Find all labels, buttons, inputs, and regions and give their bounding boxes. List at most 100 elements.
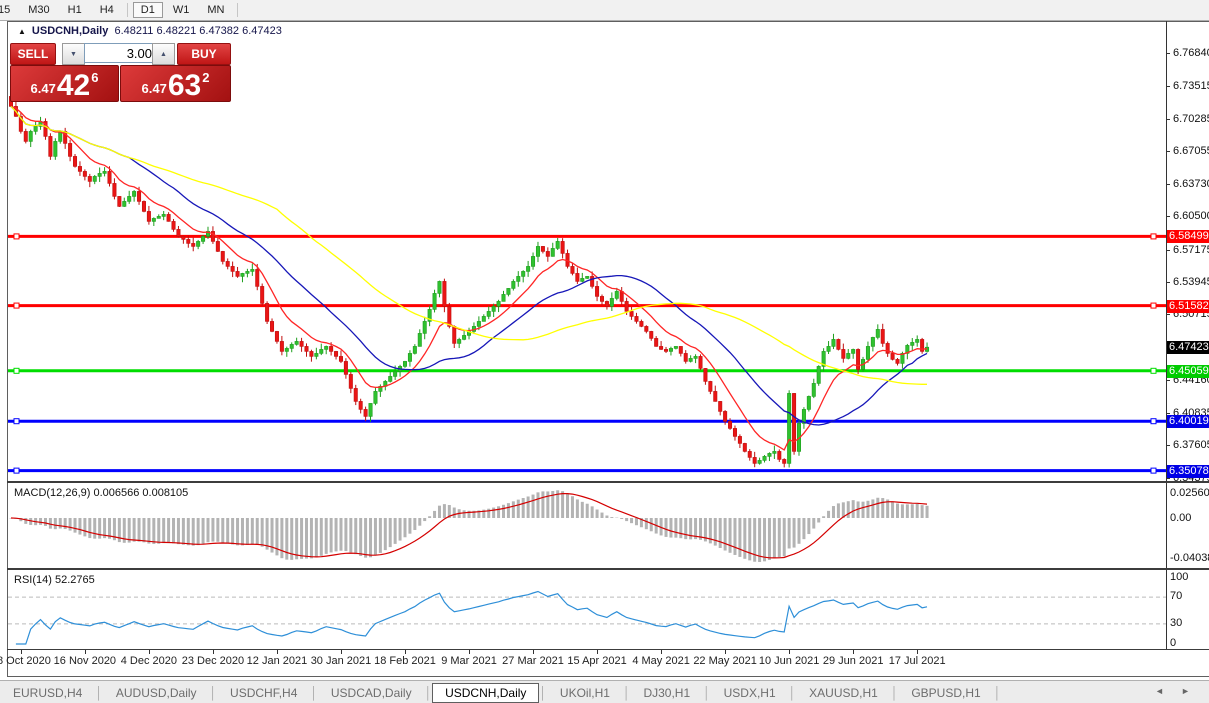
price-tick-mark bbox=[1166, 216, 1170, 218]
price-tick-mark bbox=[1166, 86, 1170, 88]
sell-button[interactable]: SELL bbox=[10, 43, 56, 65]
date-tick-label: 23 Dec 2020 bbox=[181, 655, 245, 667]
date-tick-label: 9 Mar 2021 bbox=[441, 655, 497, 667]
line-handle[interactable] bbox=[1150, 233, 1157, 240]
chart-window-border-left bbox=[7, 21, 8, 677]
price-tick-mark bbox=[1166, 249, 1170, 251]
ma-mid-line bbox=[10, 105, 928, 426]
collapse-panel-arrow-icon[interactable]: ▲ bbox=[18, 27, 26, 36]
macd-label: MACD(12,26,9) 0.006566 0.008105 bbox=[14, 487, 189, 499]
tab-separator: │ bbox=[539, 685, 547, 700]
timeframe-button-mn[interactable]: MN bbox=[207, 4, 225, 16]
symbol-tab-audusd[interactable]: AUDUSD,Daily bbox=[115, 685, 197, 700]
rsi-axis-label: 0 bbox=[1170, 637, 1177, 649]
symbol-tab-ukoil[interactable]: UKOil,H1 bbox=[559, 685, 610, 700]
date-tick-mark bbox=[853, 650, 855, 654]
date-tick-label: 4 May 2021 bbox=[632, 655, 690, 667]
rsi-indicator-chart[interactable] bbox=[8, 571, 1166, 649]
date-tick-mark bbox=[276, 650, 278, 654]
date-tick-label: 16 Nov 2020 bbox=[53, 655, 117, 667]
tab-scroll-right-icon[interactable]: ► bbox=[1181, 686, 1190, 696]
price-level-badge: 6.58499 bbox=[1167, 230, 1209, 244]
symbol-tab-usdchf[interactable]: USDCHF,H4 bbox=[230, 685, 298, 700]
price-tick-mark bbox=[1166, 118, 1170, 120]
tab-separator: │ bbox=[95, 685, 103, 700]
price-axis-line bbox=[1166, 21, 1167, 650]
macd-rsi-separator[interactable] bbox=[7, 568, 1209, 570]
price-tick-mark bbox=[1166, 53, 1170, 54]
date-tick-mark bbox=[212, 650, 214, 654]
line-handle[interactable] bbox=[1150, 302, 1157, 309]
price-tick-mark bbox=[1166, 150, 1170, 152]
symbol-tab-xauusd[interactable]: XAUUSD,H1 bbox=[809, 685, 878, 700]
symbol-tab-usdcad[interactable]: USDCAD,Daily bbox=[330, 685, 412, 700]
rsi-label: RSI(14) 52.2765 bbox=[14, 574, 95, 586]
volume-increase-button[interactable]: ▲ bbox=[152, 43, 175, 65]
volume-input[interactable]: 3.00 bbox=[84, 43, 159, 63]
date-tick-mark bbox=[148, 650, 150, 654]
tab-separator: │ bbox=[310, 685, 318, 700]
chart-ohlc-title: ▲ USDCNH,Daily 6.48211 6.48221 6.47382 6.… bbox=[18, 25, 282, 37]
price-tick-mark bbox=[1166, 445, 1170, 447]
timeframe-button-15[interactable]: 15 bbox=[0, 4, 11, 16]
tab-scroll-left-icon[interactable]: ◄ bbox=[1155, 686, 1164, 696]
ma-fast-line bbox=[10, 105, 928, 451]
volume-decrease-button[interactable]: ▼ bbox=[62, 43, 85, 65]
tab-separator: │ bbox=[993, 685, 1002, 700]
tab-separator: │ bbox=[703, 685, 711, 700]
price-level-badge: 6.45059 bbox=[1167, 364, 1209, 378]
price-tick-mark bbox=[1166, 413, 1170, 415]
timeframe-button-d1[interactable]: D1 bbox=[132, 2, 163, 18]
line-handle[interactable] bbox=[13, 233, 20, 240]
price-tick-label: 6.73515 bbox=[1173, 80, 1209, 93]
symbol-tab-gbpusd[interactable]: GBPUSD,H1 bbox=[911, 685, 981, 700]
price-tick-mark bbox=[1166, 314, 1170, 316]
date-tick-label: 10 Jun 2021 bbox=[758, 655, 820, 667]
tab-separator: │ bbox=[424, 685, 433, 700]
date-tick-label: 30 Jan 2021 bbox=[310, 655, 372, 667]
line-handle[interactable] bbox=[13, 418, 20, 425]
macd-axis-label: 0.00 bbox=[1170, 512, 1192, 524]
macd-axis-label: 0.025609 bbox=[1170, 487, 1209, 499]
main-macd-separator[interactable] bbox=[7, 481, 1209, 483]
buy-price-big: 63 bbox=[167, 69, 202, 102]
price-tick-label: 6.57175 bbox=[1173, 243, 1209, 256]
ohlc-values: 6.48211 6.48221 6.47382 6.47423 bbox=[114, 25, 282, 37]
sell-price-panel[interactable]: 6.47 42 6 bbox=[10, 65, 119, 102]
buy-button[interactable]: BUY bbox=[177, 43, 231, 65]
symbol-tab-eurusd[interactable]: EURUSD,H4 bbox=[13, 685, 83, 700]
symbol-tab-dj30[interactable]: DJ30,H1 bbox=[643, 685, 691, 700]
timeframe-button-h1[interactable]: H1 bbox=[67, 4, 82, 16]
macd-axis-label: -0.04038 bbox=[1170, 552, 1209, 564]
price-tick-label: 6.53945 bbox=[1173, 275, 1209, 288]
timeframe-toolbar: 15 M30 H1 H4 D1 W1 MN bbox=[0, 0, 1209, 21]
date-tick-label: 4 Dec 2020 bbox=[120, 655, 178, 667]
line-handle[interactable] bbox=[1150, 467, 1157, 474]
line-handle[interactable] bbox=[13, 367, 20, 374]
date-tick-label: 17 Jul 2021 bbox=[888, 655, 946, 667]
timeframe-button-w1[interactable]: W1 bbox=[172, 4, 190, 16]
price-tick-mark bbox=[1166, 184, 1170, 186]
buy-price-prefix: 6.47 bbox=[141, 81, 167, 96]
macd-indicator-chart[interactable] bbox=[8, 484, 1166, 568]
rsi-dates-separator bbox=[7, 649, 1209, 650]
rsi-axis-label: 70 bbox=[1170, 590, 1183, 602]
line-handle[interactable] bbox=[1150, 367, 1157, 374]
date-tick-mark bbox=[405, 650, 406, 654]
symbol-tab-usdx[interactable]: USDX,H1 bbox=[723, 685, 776, 700]
timeframe-button-h4[interactable]: H4 bbox=[99, 4, 114, 16]
symbol-tab-usdcnh[interactable]: USDCNH,Daily bbox=[432, 682, 540, 703]
date-tick-mark bbox=[533, 650, 535, 654]
date-tick-label: 29 Jun 2021 bbox=[822, 655, 884, 667]
line-handle[interactable] bbox=[1150, 418, 1157, 425]
date-tick-label: 27 Mar 2021 bbox=[502, 655, 564, 667]
price-level-badge: 6.40019 bbox=[1167, 415, 1209, 429]
buy-price-panel[interactable]: 6.47 63 2 bbox=[120, 65, 231, 102]
tab-separator: │ bbox=[209, 685, 218, 700]
date-tick-label: 15 Apr 2021 bbox=[567, 655, 627, 667]
timeframe-button-m30[interactable]: M30 bbox=[28, 4, 50, 16]
line-handle[interactable] bbox=[13, 467, 20, 474]
date-tick-mark bbox=[725, 650, 727, 654]
line-handle[interactable] bbox=[13, 302, 20, 309]
